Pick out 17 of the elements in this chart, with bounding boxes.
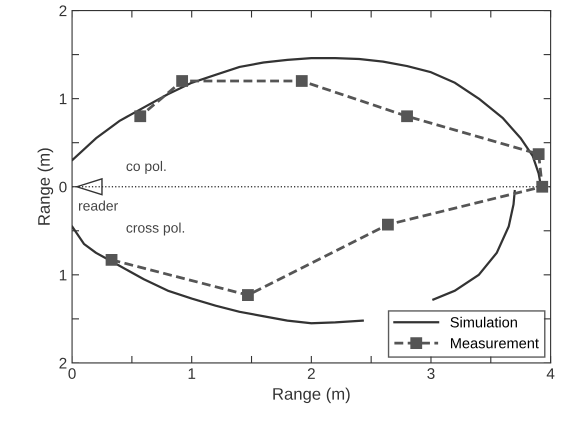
y-tick-label: 2 [59, 5, 66, 16]
y-tick-label: 1 [60, 94, 66, 104]
legend-label: Measurement [450, 338, 539, 348]
x-tick-label: 3 [427, 368, 435, 380]
y-tick-label: 0 [59, 182, 67, 192]
legend-label: Simulation [450, 316, 517, 328]
y-tick-label: 1 [60, 270, 66, 280]
annotation: cross pol. [126, 222, 184, 236]
annotation: co pol. [126, 160, 166, 174]
y-axis-title: Range (m) [38, 148, 54, 225]
x-tick-label: 2 [308, 368, 315, 379]
annotation: reader [78, 200, 118, 211]
y-tick-label: 2 [59, 358, 66, 368]
x-tick-label: 4 [546, 368, 554, 379]
x-axis-title: Range (m) [273, 388, 350, 404]
x-tick-label: 1 [188, 368, 196, 379]
x-tick-label: 0 [68, 368, 76, 380]
